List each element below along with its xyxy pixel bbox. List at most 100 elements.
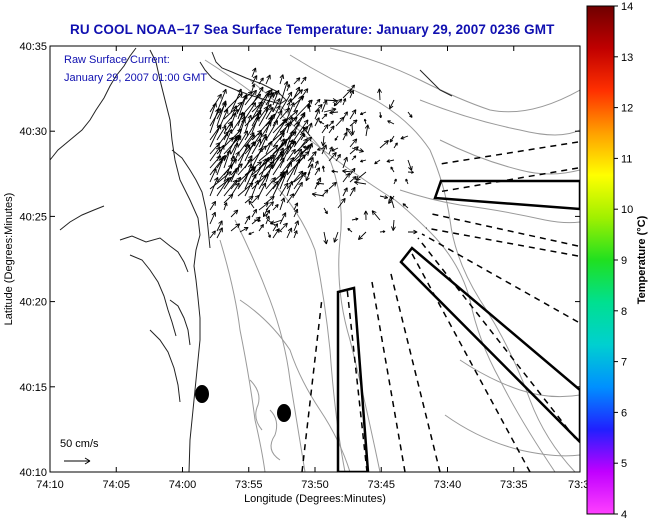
- current-vector: [371, 210, 381, 221]
- current-vector: [272, 98, 281, 113]
- current-vector: [300, 138, 308, 148]
- colorbar: [586, 5, 615, 515]
- current-vector: [300, 133, 306, 141]
- current-vector: [270, 219, 283, 225]
- current-vector: [265, 74, 271, 85]
- x-tick-label: 73:35: [500, 479, 528, 491]
- current-vector: [379, 195, 389, 200]
- current-vector: [351, 155, 357, 161]
- current-vector: [328, 181, 337, 190]
- colorbar-tick-label: 7: [621, 357, 627, 369]
- current-vector: [265, 195, 275, 204]
- y-tick-label: 40:35: [19, 41, 47, 53]
- colorbar-tick-label: 5: [621, 458, 627, 470]
- current-vector: [293, 220, 299, 232]
- colorbar-tick-label: 6: [621, 407, 627, 419]
- current-vector: [265, 115, 274, 134]
- current-vector: [251, 208, 257, 218]
- current-vector: [216, 88, 227, 113]
- current-vector: [337, 197, 346, 209]
- x-tick-label: 74:10: [36, 479, 64, 491]
- current-vector: [349, 167, 356, 176]
- current-vector: [386, 159, 395, 163]
- colorbar-tick-label: 13: [621, 52, 633, 64]
- current-vector: [272, 105, 281, 120]
- y-tick-label: 40:10: [19, 467, 47, 479]
- current-vector: [216, 125, 227, 141]
- current-vector: [314, 108, 320, 120]
- current-vector: [307, 142, 314, 155]
- current-vectors: [209, 67, 418, 245]
- current-vector: [223, 202, 228, 211]
- current-vector: [335, 153, 341, 162]
- y-tick-label: 40:20: [19, 297, 47, 309]
- x-tick-label: 74:05: [102, 479, 130, 491]
- current-vector: [244, 91, 253, 99]
- current-vector: [263, 207, 269, 218]
- current-vector: [387, 120, 395, 125]
- current-vector: [351, 147, 364, 153]
- current-vector: [320, 135, 326, 147]
- current-vector: [407, 170, 414, 174]
- current-vector: [329, 110, 339, 115]
- current-vector: [360, 159, 367, 163]
- x-tick-label: 73:55: [235, 479, 263, 491]
- current-vector: [265, 91, 274, 113]
- current-vector: [265, 209, 270, 218]
- current-vector: [314, 160, 319, 169]
- current-vector: [393, 142, 398, 149]
- current-vector: [363, 210, 369, 221]
- scale-label: 50 cm/s: [60, 438, 99, 450]
- current-vector: [335, 98, 343, 106]
- current-vector: [279, 197, 286, 211]
- current-vector: [244, 155, 253, 169]
- colorbar-tick-label: 12: [621, 103, 633, 115]
- current-vector: [349, 119, 358, 127]
- current-vector: [279, 222, 288, 232]
- current-vector: [321, 124, 329, 134]
- current-vector: [314, 98, 321, 106]
- current-vector: [323, 207, 328, 215]
- current-vector: [307, 151, 317, 162]
- current-vector: [349, 89, 355, 99]
- current-vector: [230, 105, 238, 120]
- current-vector: [321, 144, 327, 155]
- x-tick-label: 73:45: [367, 479, 395, 491]
- current-vector: [342, 111, 348, 120]
- current-vector: [321, 189, 329, 197]
- current-vector: [307, 122, 313, 134]
- current-vector: [311, 192, 325, 197]
- scale-arrow: [64, 457, 91, 465]
- current-vector: [265, 140, 273, 155]
- colorbar-tick-label: 4: [621, 509, 627, 519]
- current-vector: [293, 86, 300, 99]
- plot-frame: [49, 45, 581, 473]
- current-vector: [244, 89, 257, 106]
- current-vector: [286, 180, 294, 197]
- x-tick-label: 73:40: [434, 479, 462, 491]
- map-layer: [50, 47, 580, 472]
- current-vector: [230, 151, 240, 169]
- current-vector: [265, 215, 270, 225]
- current-vector: [251, 138, 262, 155]
- current-vector: [216, 227, 223, 239]
- current-vector: [355, 171, 367, 181]
- current-vector: [319, 121, 325, 125]
- y-tick-label: 40:15: [19, 382, 47, 394]
- current-timestamp: January 29, 2007 01:00 GMT: [64, 72, 207, 84]
- colorbar-tick-label: 11: [621, 153, 632, 165]
- current-vector: [342, 187, 348, 197]
- current-vector: [209, 211, 216, 225]
- current-vector: [391, 219, 396, 231]
- current-vector: [342, 156, 348, 169]
- map-title: RU COOL NOAA−17 Sea Surface Temperature:…: [70, 22, 555, 37]
- current-vector: [305, 171, 311, 182]
- x-tick-label: 74:00: [169, 479, 197, 491]
- current-vector: [286, 130, 294, 148]
- current-vector: [293, 181, 303, 197]
- current-vector: [244, 195, 254, 204]
- current-vector: [374, 159, 381, 165]
- current-vector: [293, 208, 299, 218]
- current-vector: [328, 120, 334, 127]
